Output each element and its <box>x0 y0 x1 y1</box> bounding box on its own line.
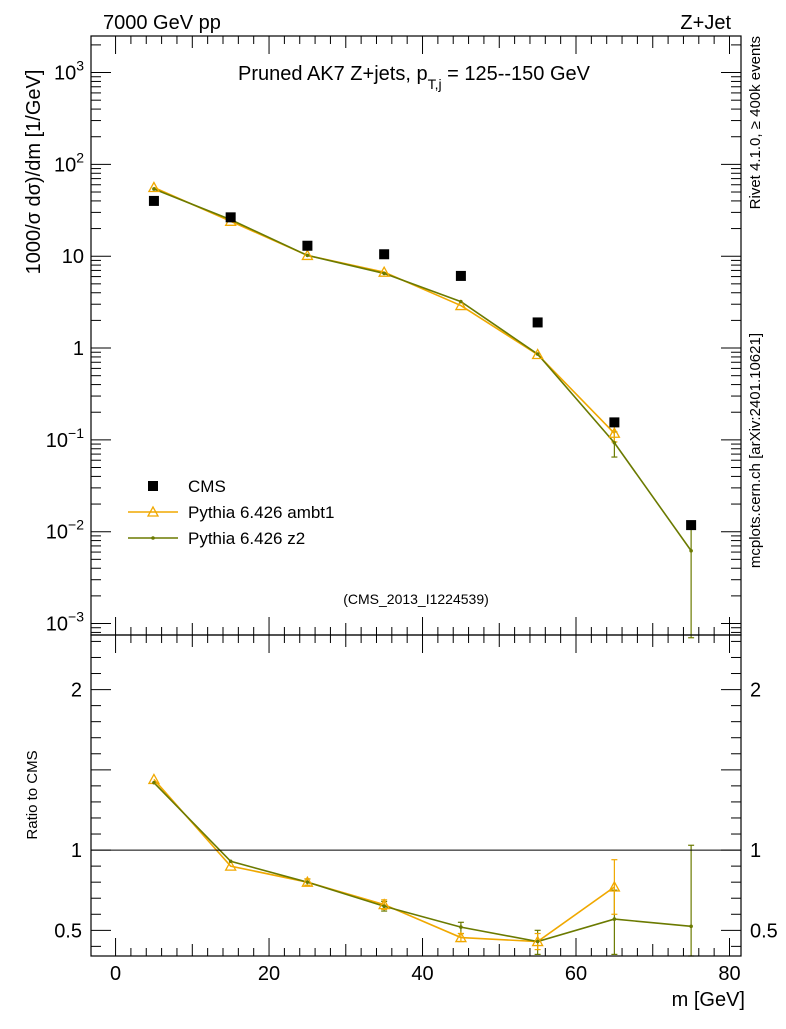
main-z2-marker <box>305 253 310 258</box>
cms-data-point <box>302 240 313 251</box>
header-process-label: Z+Jet <box>680 12 731 34</box>
ratio-plot-frame <box>90 634 742 957</box>
main-z2-marker <box>459 299 463 304</box>
cms-data-point <box>532 317 543 328</box>
main-y-tick-label: 10−3 <box>46 609 84 636</box>
main-z2-marker <box>612 440 617 445</box>
ratio-z2-marker <box>228 859 233 864</box>
ratio-z2-marker <box>459 925 463 929</box>
x-tick-label: 20 <box>258 963 280 985</box>
ratio-ambt1-marker <box>608 880 621 892</box>
main-y-axis-label: 1000/σ dσ)/dm [1/GeV] <box>23 70 45 275</box>
ratio-ambt1-line <box>153 778 615 943</box>
cms-data-point <box>609 417 620 428</box>
main-z2-marker <box>689 548 693 553</box>
cms-data-point <box>455 270 466 281</box>
ratio-y-tick-label: 2 <box>71 680 82 702</box>
main-z2-marker <box>382 271 386 276</box>
ratio-y-tick-label-right: 2 <box>750 680 761 702</box>
main-y-tick-label: 10 <box>62 246 84 268</box>
x-axis-label: m [GeV] <box>672 989 745 1011</box>
main-y-tick-label: 10−1 <box>46 425 84 452</box>
legend-ambt1-marker <box>146 505 160 517</box>
main-z2-line <box>153 188 692 552</box>
ratio-ambt1-marker <box>531 935 544 947</box>
ratio-z2-marker <box>535 939 540 944</box>
ratio-z2-marker <box>305 880 310 884</box>
main-ambt1-marker <box>301 249 314 261</box>
ratio-ambt1-marker <box>224 859 237 871</box>
main-y-tick-label: 102 <box>54 149 84 176</box>
cms-data-point <box>148 195 159 206</box>
main-y-tick-label: 1 <box>73 338 84 360</box>
ratio-z2-marker <box>612 917 617 921</box>
x-tick-label: 80 <box>718 963 740 985</box>
ratio-z2-marker <box>689 924 693 929</box>
main-y-tick-label: 10−2 <box>46 517 84 544</box>
ratio-z2-marker <box>152 780 156 785</box>
cms-data-point <box>379 249 390 260</box>
ratio-z2-marker <box>382 904 386 909</box>
ratio-y-axis-label: Ratio to CMS <box>24 750 41 839</box>
ratio-ambt1-marker <box>301 875 314 887</box>
cms-data-point <box>686 520 697 531</box>
main-ambt1-marker <box>454 299 467 311</box>
x-tick-label: 0 <box>110 963 121 985</box>
main-ambt1-marker <box>531 348 544 360</box>
ratio-y-tick-label-right: 0.5 <box>750 920 778 942</box>
main-ambt1-marker <box>378 265 391 277</box>
main-ambt1-marker <box>608 426 621 438</box>
ratio-z2-line <box>153 782 692 943</box>
x-tick-label: 40 <box>411 963 433 985</box>
analysis-id-label: (CMS_2013_I1224539) <box>343 591 489 607</box>
ratio-y-tick-label-right: 1 <box>750 840 761 862</box>
ratio-y-tick-label: 1 <box>71 840 82 862</box>
chart-title: Pruned AK7 Z+jets, pT,j = 125--150 GeV <box>238 63 591 92</box>
legend-cms-marker <box>148 481 158 491</box>
legend-z2-marker <box>151 536 155 540</box>
x-tick-label: 60 <box>565 963 587 985</box>
main-y-tick-label: 103 <box>54 58 84 85</box>
main-ambt1-line <box>153 186 615 434</box>
rivet-version-label: Rivet 4.1.0, ≥ 400k events <box>747 36 764 209</box>
main-z2-marker <box>535 352 540 356</box>
mcplots-source-label: mcplots.cern.ch [arXiv:2401.10621] <box>747 333 764 568</box>
header-collision-label: 7000 GeV pp <box>103 12 221 34</box>
legend-label: Pythia 6.426 ambt1 <box>188 503 334 522</box>
legend-label: Pythia 6.426 z2 <box>188 529 305 548</box>
main-ambt1-marker <box>147 181 161 193</box>
ratio-ambt1-marker <box>378 898 391 910</box>
ratio-ambt1-marker <box>454 931 467 943</box>
legend-label: CMS <box>188 477 226 496</box>
ratio-y-tick-label: 0.5 <box>54 920 82 942</box>
main-z2-marker <box>152 187 156 191</box>
cms-data-point <box>225 212 236 223</box>
